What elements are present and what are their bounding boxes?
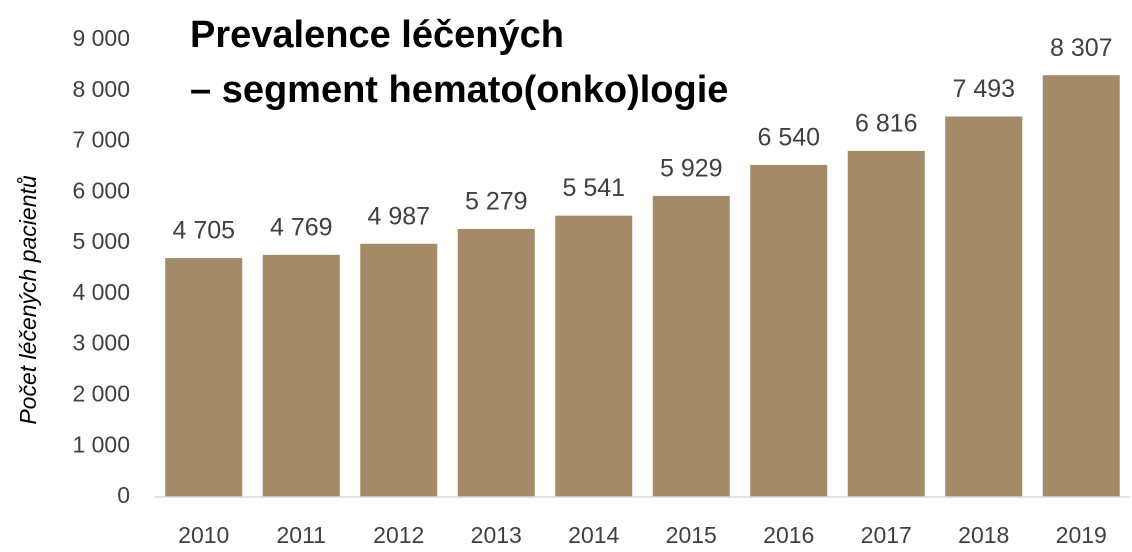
- value-label: 4 769: [270, 213, 333, 241]
- x-tick-label: 2014: [568, 522, 619, 548]
- y-tick-label: 9 000: [72, 25, 130, 51]
- x-tick-label: 2011: [277, 522, 326, 548]
- bar: [457, 228, 535, 498]
- y-tick-label: 3 000: [72, 330, 130, 356]
- x-tick-label: 2017: [861, 522, 912, 548]
- bar: [847, 150, 925, 497]
- value-label: 7 493: [952, 75, 1015, 103]
- bar: [945, 116, 1023, 498]
- value-label: 5 541: [562, 174, 625, 202]
- y-tick-label: 4 000: [72, 279, 130, 305]
- y-tick-label: 7 000: [72, 127, 130, 153]
- x-tick-label: 2013: [471, 522, 522, 548]
- chart-title: Prevalence léčených: [190, 14, 564, 56]
- chart-title: – segment hemato(onko)logie: [190, 69, 728, 111]
- y-tick-label: 0: [117, 482, 130, 508]
- x-tick-label: 2019: [1056, 522, 1107, 548]
- bar: [652, 195, 730, 498]
- y-axis-label: Počet léčených pacientů: [15, 175, 41, 425]
- x-tick-label: 2012: [373, 522, 424, 548]
- bar: [555, 215, 633, 498]
- y-tick-label: 5 000: [72, 228, 130, 254]
- bar: [262, 254, 340, 497]
- value-label: 4 987: [367, 202, 430, 230]
- y-tick-label: 6 000: [72, 177, 130, 203]
- bar: [1042, 75, 1120, 498]
- value-label: 4 705: [172, 217, 235, 245]
- value-label: 6 816: [855, 110, 918, 138]
- y-tick-label: 1 000: [72, 431, 130, 457]
- x-tick-label: 2018: [958, 522, 1009, 548]
- y-tick-label: 2 000: [72, 381, 130, 407]
- bar: [360, 243, 438, 497]
- x-tick-label: 2010: [178, 522, 229, 548]
- value-label: 8 307: [1050, 34, 1113, 62]
- x-tick-label: 2016: [763, 522, 814, 548]
- y-tick-label: 8 000: [72, 76, 130, 102]
- bar: [750, 164, 828, 497]
- value-label: 5 929: [660, 155, 723, 183]
- value-label: 5 279: [465, 188, 528, 216]
- value-label: 6 540: [757, 124, 820, 152]
- bar: [165, 258, 243, 497]
- x-tick-label: 2015: [666, 522, 717, 548]
